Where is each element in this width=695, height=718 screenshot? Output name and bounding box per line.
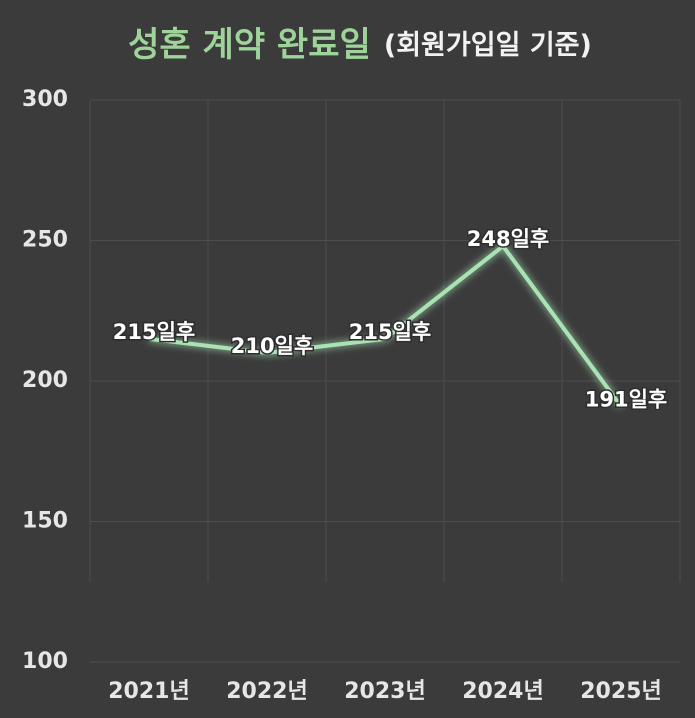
y-tick-label: 100 (22, 649, 68, 674)
chart-title: 성혼 계약 완료일 (회원가입일 기준) (128, 25, 592, 65)
y-tick-label: 250 (22, 228, 68, 253)
x-tick-label: 2022년 (226, 679, 307, 704)
subtitle: (회원가입일 기준) (384, 30, 592, 61)
x-tick-label: 2021년 (108, 679, 189, 704)
y-tick-label: 300 (22, 87, 68, 112)
title: 성혼 계약 완료일 (128, 25, 371, 65)
data-label: 191일후 (585, 387, 667, 411)
y-tick-label: 150 (22, 509, 68, 534)
y-tick-label: 200 (22, 368, 68, 393)
x-tick-label: 2025년 (580, 679, 661, 704)
x-tick-label: 2023년 (344, 679, 425, 704)
data-label: 215일후 (113, 320, 195, 344)
data-label: 248일후 (467, 227, 549, 251)
line (148, 244, 623, 408)
x-tick-label: 2024년 (462, 679, 543, 704)
data-label: 210일후 (231, 334, 313, 358)
data-label: 215일후 (349, 320, 431, 344)
